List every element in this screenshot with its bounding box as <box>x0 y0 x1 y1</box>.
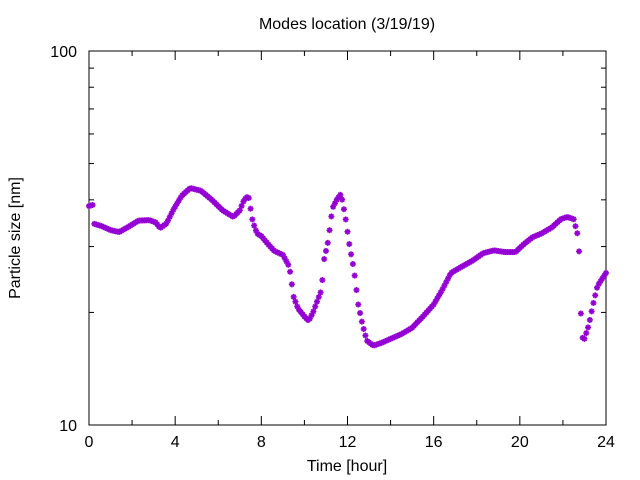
data-point <box>310 308 317 315</box>
x-tick-label: 24 <box>597 434 615 451</box>
data-point <box>346 241 353 248</box>
data-point <box>339 196 346 203</box>
data-point <box>326 227 333 234</box>
y-tick-label: 10 <box>59 418 77 435</box>
data-point <box>292 298 299 305</box>
data-point <box>351 272 358 279</box>
data-point <box>577 310 584 317</box>
data-point <box>586 316 593 323</box>
data-point <box>249 216 256 223</box>
data-point <box>342 216 349 223</box>
x-tick-label: 12 <box>339 434 357 451</box>
x-tick-label: 0 <box>85 434 94 451</box>
data-point <box>583 330 590 337</box>
data-point <box>290 293 297 300</box>
data-point <box>576 248 583 255</box>
data-point <box>315 294 322 301</box>
y-axis-label: Particle size [nm] <box>7 177 24 299</box>
data-point <box>572 223 579 230</box>
x-tick-label: 4 <box>171 434 180 451</box>
data-point <box>89 201 96 208</box>
data-point <box>358 318 365 325</box>
data-point <box>348 251 355 258</box>
data-point <box>322 247 329 254</box>
data-point <box>353 287 360 294</box>
data-point <box>245 194 252 201</box>
tick-labels: 0 4 8 12 16 20 24 10 100 <box>50 44 615 451</box>
data-point <box>319 277 326 284</box>
x-tick-label: 20 <box>511 434 529 451</box>
data-point <box>349 260 356 267</box>
data-point <box>570 216 577 223</box>
y-tick-label: 100 <box>50 44 77 61</box>
data-point <box>287 268 294 275</box>
data-points <box>86 185 609 349</box>
data-point <box>344 228 351 235</box>
data-point <box>360 325 367 332</box>
data-point <box>590 299 597 306</box>
x-axis-label: Time [hour] <box>307 458 387 475</box>
data-point <box>603 269 609 276</box>
data-point <box>357 310 364 317</box>
data-point <box>312 303 319 310</box>
data-point <box>285 261 292 268</box>
data-point <box>585 324 592 331</box>
axis-ticks <box>88 50 607 426</box>
data-point <box>247 205 254 212</box>
data-point <box>337 191 344 198</box>
data-point <box>362 332 369 339</box>
x-tick-label: 8 <box>257 434 266 451</box>
data-point <box>317 289 324 296</box>
data-point <box>340 206 347 213</box>
data-point <box>321 256 328 263</box>
chart-title: Modes location (3/19/19) <box>259 16 435 33</box>
data-point <box>588 308 595 315</box>
data-point <box>313 298 320 305</box>
data-point <box>581 335 588 342</box>
data-point <box>328 213 335 220</box>
data-point <box>574 230 581 237</box>
data-point <box>592 292 599 299</box>
data-point <box>251 222 258 229</box>
data-point <box>236 207 243 214</box>
x-tick-label: 16 <box>425 434 443 451</box>
data-point <box>324 239 331 246</box>
data-point <box>355 301 362 308</box>
data-point <box>288 281 295 288</box>
